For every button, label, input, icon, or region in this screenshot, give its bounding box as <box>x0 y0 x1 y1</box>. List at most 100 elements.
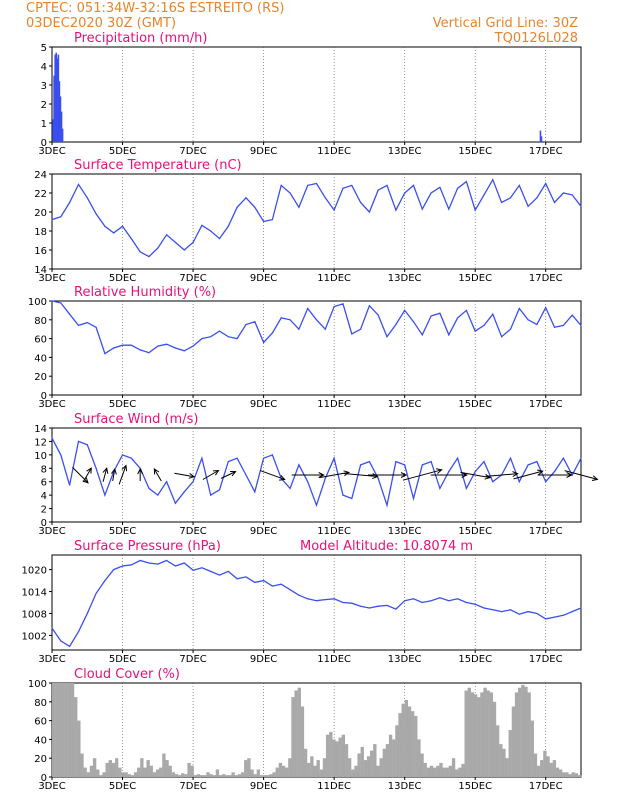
temperature-point <box>448 208 450 210</box>
humidity-point <box>351 333 353 335</box>
humidity-point <box>553 326 556 328</box>
humidity-point <box>536 323 538 326</box>
temperature-point <box>518 184 520 186</box>
wind-point <box>333 457 335 459</box>
y-tick-label: 80 <box>34 698 47 709</box>
wind-vector-arrow <box>343 473 379 480</box>
cloud-cover-bar <box>58 683 62 777</box>
cloud-cover-bar <box>199 775 204 777</box>
cloud-cover-bar <box>329 731 333 777</box>
pressure-point <box>130 564 132 566</box>
pressure-point <box>271 585 274 587</box>
humidity-point <box>218 330 221 332</box>
y-tick-label: 0 <box>41 773 47 784</box>
pressure-point <box>86 612 88 615</box>
cloud-cover-bar <box>250 769 254 777</box>
pressure-point <box>51 627 53 629</box>
wind-point <box>342 494 344 496</box>
wind-point <box>536 460 538 463</box>
x-tick-label: 15DEC <box>458 146 492 157</box>
cloud-cover-bar <box>203 775 207 777</box>
pressure-point <box>324 598 326 601</box>
pressure-point <box>113 569 115 571</box>
pressure-point <box>263 579 265 582</box>
cloud-cover-bar <box>363 760 368 777</box>
humidity-point <box>404 309 406 311</box>
cloud-cover-bar <box>99 775 103 777</box>
cloud-cover-bar <box>451 758 456 777</box>
x-tick-label: 13DEC <box>388 654 422 665</box>
y-tick-label: 1020 <box>22 566 47 577</box>
cloud-cover-bar <box>344 744 349 777</box>
temperature-point <box>307 184 309 186</box>
cloud-cover-bar <box>206 772 210 777</box>
x-tick-label: 13DEC <box>388 526 422 537</box>
cloud-cover-bar <box>159 767 163 777</box>
temperature-point <box>553 201 556 204</box>
pressure-point <box>280 583 282 585</box>
cloud-cover-bar <box>86 772 90 777</box>
pressure-point <box>192 569 194 571</box>
cloud-cover-bar <box>102 772 106 777</box>
y-tick-label: 0 <box>41 138 47 149</box>
humidity-point <box>166 343 168 345</box>
wind-point <box>245 474 247 476</box>
humidity-point <box>139 349 141 351</box>
cloud-cover-bar <box>74 697 78 777</box>
cloud-cover-bar <box>168 765 172 777</box>
humidity-point <box>456 317 459 319</box>
wind-point <box>492 481 494 483</box>
cloud-cover-bar <box>80 753 84 777</box>
humidity-point <box>121 344 124 346</box>
humidity-point <box>377 314 379 316</box>
y-tick-label: 14 <box>34 265 47 276</box>
pressure-point <box>439 597 441 599</box>
y-tick-label: 5 <box>41 43 47 54</box>
y-tick-label: 12 <box>34 437 47 448</box>
cloud-cover-bar <box>174 774 179 777</box>
x-tick-label: 5DEC <box>109 273 136 284</box>
wind-point <box>121 454 124 456</box>
temperature-point <box>113 232 115 234</box>
cloud-cover-bar <box>190 765 194 777</box>
temperature-point <box>271 219 274 221</box>
temperature-point <box>218 238 221 240</box>
y-tick-label: 100 <box>28 679 47 690</box>
cloud-cover-bar <box>577 775 582 777</box>
cloud-cover-bar <box>395 725 399 777</box>
x-tick-label: 9DEC <box>250 526 277 537</box>
temperature-point <box>324 197 326 199</box>
x-tick-label: 11DEC <box>317 399 351 410</box>
y-tick-label: 22 <box>34 189 47 200</box>
pressure-point <box>395 608 397 610</box>
humidity-point <box>271 332 274 334</box>
x-tick-label: 11DEC <box>317 146 351 157</box>
temperature-point <box>298 206 300 208</box>
cloud-cover-bar <box>234 775 238 777</box>
y-tick-label: 20 <box>34 372 47 383</box>
cloud-cover-bar <box>426 767 431 777</box>
temperature-point <box>148 256 150 258</box>
cloud-cover-bar <box>492 701 497 777</box>
cloud-cover-bar <box>140 758 144 777</box>
cloud-cover-bar <box>165 760 169 777</box>
temperature-point <box>192 241 194 243</box>
cloud-cover-bar <box>149 765 153 777</box>
pressure-point <box>562 614 564 616</box>
cloud-cover-bar <box>347 758 352 777</box>
plot-frame <box>51 46 582 143</box>
wind-point <box>368 460 370 463</box>
cloud-cover-bar <box>247 758 251 777</box>
pressure-point <box>289 589 291 591</box>
humidity-point <box>263 341 265 343</box>
x-tick-label: 17DEC <box>529 399 563 410</box>
cloud-cover-bar <box>237 774 242 777</box>
cloud-cover-bar <box>549 762 553 777</box>
pressure-point <box>368 607 370 609</box>
cloud-cover-bar <box>225 775 229 777</box>
pressure-point <box>527 611 529 613</box>
cloud-cover-bar <box>530 720 534 777</box>
humidity-point <box>315 319 318 321</box>
pressure-point <box>298 594 300 596</box>
y-tick-label: 1002 <box>22 631 47 642</box>
